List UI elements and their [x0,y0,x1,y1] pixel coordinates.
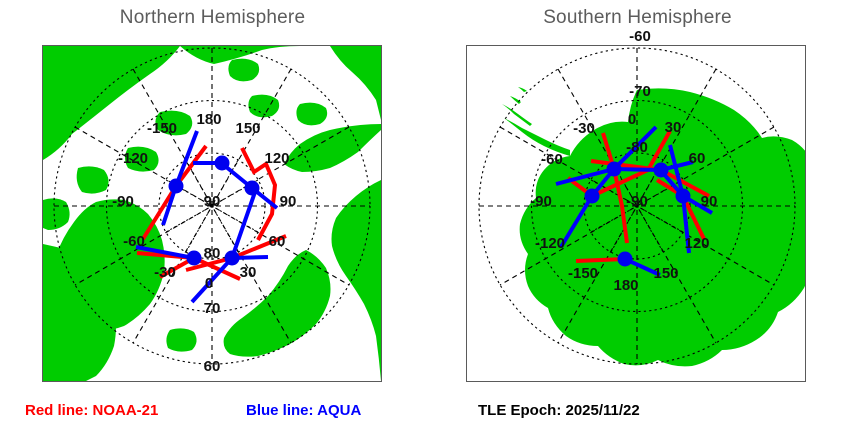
svg-text:60: 60 [204,358,221,375]
svg-text:-150: -150 [147,120,177,137]
marker-sh-1 [606,161,622,177]
southern-land-antarctica [502,87,805,367]
marker-aqua-nh-1 [214,155,230,171]
svg-text:120: 120 [264,150,289,167]
southern-graticule-labels: -60 -70 0 30 60 90 120 150 180 -150 -120… [530,28,717,294]
marker-sh-5 [617,251,633,267]
svg-text:0: 0 [628,111,636,128]
svg-text:-60: -60 [629,28,651,45]
svg-text:180: 180 [613,277,638,294]
svg-text:90: 90 [701,193,718,210]
svg-text:-90: -90 [112,193,134,210]
legend-aqua: Blue line: AQUA [246,402,362,419]
southern-panel-title: Southern Hemisphere [543,7,732,28]
northern-position-markers [168,155,260,266]
northern-graticule-labels: 180 150 120 90 60 30 0 -30 -60 -90 -120 … [112,111,296,375]
svg-text:30: 30 [665,119,682,136]
tle-epoch-label: TLE Epoch: 2025/11/22 [478,402,640,419]
svg-text:-30: -30 [154,264,176,281]
svg-text:-80: -80 [626,139,648,156]
svg-text:90: 90 [280,193,297,210]
svg-text:-120: -120 [535,235,565,252]
svg-text:150: 150 [235,120,260,137]
svg-text:90: 90 [204,193,221,210]
marker-noaa-nh-2 [244,180,260,196]
svg-text:30: 30 [240,264,257,281]
svg-text:60: 60 [689,150,706,167]
legend-noaa21: Red line: NOAA-21 [25,402,159,419]
southern-hemisphere-panel: Southern Hemisphere [425,0,850,425]
svg-text:120: 120 [684,235,709,252]
svg-text:60: 60 [269,233,286,250]
marker-aqua-nh-2 [186,250,202,266]
svg-text:-30: -30 [573,120,595,137]
svg-text:-90: -90 [626,193,648,210]
svg-text:150: 150 [653,265,678,282]
svg-text:0: 0 [205,275,213,292]
marker-noaa-nh-3 [224,250,240,266]
marker-sh-3 [584,188,600,204]
svg-text:-90: -90 [530,193,552,210]
svg-text:180: 180 [196,111,221,128]
southern-position-markers [584,161,691,267]
northern-plot-svg: 180 150 120 90 60 30 0 -30 -60 -90 -120 … [43,46,381,381]
marker-noaa-nh-1 [168,178,184,194]
svg-text:-150: -150 [568,265,598,282]
svg-text:70: 70 [204,300,221,317]
northern-land-masses [43,46,381,381]
marker-sh-4 [675,188,691,204]
northern-panel-title: Northern Hemisphere [119,7,306,28]
svg-text:-60: -60 [123,233,145,250]
southern-plot-svg: -60 -70 0 30 60 90 120 150 180 -150 -120… [478,28,805,367]
marker-sh-2 [653,162,669,178]
svg-text:-120: -120 [118,150,148,167]
svg-text:80: 80 [204,245,221,262]
northern-hemisphere-panel: Northern Hemisphere [25,7,382,419]
svg-text:-70: -70 [629,83,651,100]
svg-text:-60: -60 [541,151,563,168]
